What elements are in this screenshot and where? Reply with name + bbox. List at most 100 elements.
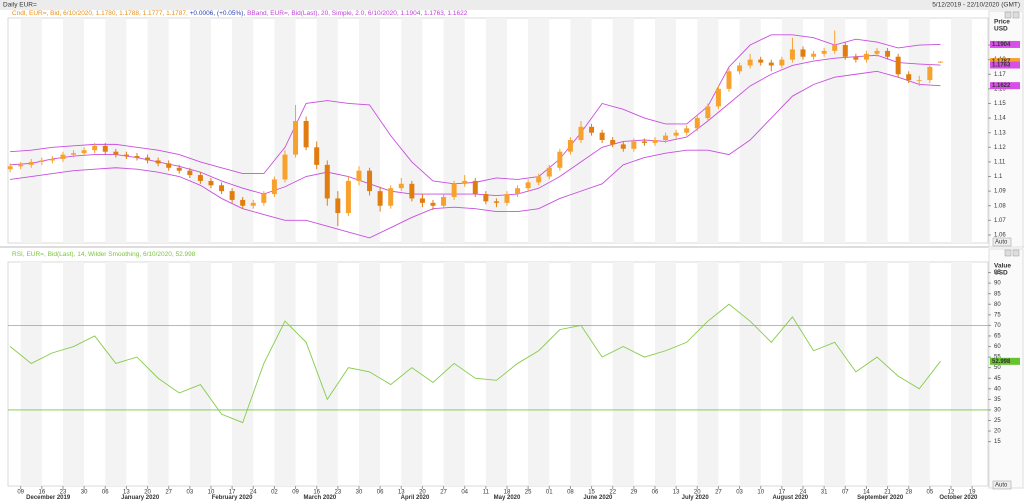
axis-title: USD: [994, 270, 1008, 277]
x-tick-label: 20: [419, 490, 426, 496]
pane-button[interactable]: [1012, 11, 1020, 19]
y-tick-label: 70: [994, 323, 1001, 329]
candle-body: [483, 194, 489, 202]
candle-body: [863, 53, 869, 60]
week-band: [866, 262, 888, 486]
week-band: [62, 262, 85, 486]
series-line: [9, 303, 941, 424]
y-tick-label: 1.12: [994, 145, 1006, 151]
x-tick-label: 03: [736, 490, 743, 496]
y-tick-label: 30: [994, 408, 1001, 414]
week-band: [316, 18, 338, 243]
candle-body: [145, 157, 151, 161]
week-band: [485, 262, 507, 486]
x-tick-label: 30: [356, 490, 363, 496]
week-band: [485, 18, 507, 243]
candle-body: [166, 163, 172, 168]
x-tick-label: 21: [884, 490, 891, 496]
price-axis-area: [988, 10, 1024, 248]
candle-body: [895, 56, 901, 75]
candle-body: [409, 183, 415, 199]
week-band: [824, 262, 846, 486]
scale-mode: Auto: [995, 483, 1008, 489]
x-tick-label: 25: [525, 490, 532, 496]
candle-body: [451, 183, 457, 197]
candle-body: [60, 154, 66, 159]
candle-body: [546, 167, 552, 177]
candle-body: [937, 61, 943, 63]
price-tag: [990, 357, 1020, 365]
candle-body: [155, 160, 161, 164]
y-tick-label: 1.11: [994, 159, 1006, 165]
month-label: December 2019: [26, 495, 71, 501]
y-tick-label: 65: [994, 334, 1001, 340]
candle-body: [906, 74, 912, 81]
candle-body: [536, 176, 542, 183]
scale-mode: Auto: [995, 240, 1008, 246]
week-band: [824, 18, 846, 243]
week-band: [147, 262, 169, 486]
price-tag: [990, 40, 1020, 48]
x-tick-label: 28: [905, 490, 912, 496]
week-band: [401, 262, 423, 486]
week-band: [358, 18, 381, 243]
candle-body: [367, 170, 373, 192]
x-tick-label: 09: [17, 490, 24, 496]
pane-button[interactable]: [1004, 11, 1012, 19]
candle-body: [356, 170, 362, 181]
candle-body: [39, 160, 45, 162]
candle-body: [377, 191, 383, 206]
week-band: [62, 18, 85, 243]
series-line: [10, 70, 941, 239]
candle-body: [610, 139, 616, 145]
legend-text: Cndl, EUR=, Bid, 6/10/2020, 1.1780, 1.17…: [12, 10, 188, 17]
candle-body: [821, 50, 827, 54]
y-tick-label: 1.14: [994, 116, 1006, 122]
week-band: [358, 262, 381, 486]
candle-body: [832, 45, 838, 51]
month-label: January 2020: [121, 495, 160, 501]
x-tick-label: 20: [694, 490, 701, 496]
candle-body: [208, 180, 214, 186]
rsi-axis-area: [988, 248, 1024, 489]
y-tick-label: 80: [994, 302, 1001, 308]
week-band: [950, 18, 973, 243]
candle-body: [28, 161, 34, 165]
x-tick-label: 27: [440, 490, 447, 496]
candle-body: [250, 202, 256, 206]
candle-body: [282, 154, 288, 180]
week-band: [189, 18, 211, 243]
candle-body: [49, 158, 55, 161]
candle-body: [261, 194, 267, 203]
month-label: February 2020: [212, 495, 253, 501]
x-tick-label: 30: [81, 490, 88, 496]
scale-button: [992, 480, 1012, 490]
week-band: [739, 18, 761, 243]
candle-body: [737, 65, 743, 72]
y-tick-label: 85: [994, 291, 1001, 297]
x-tick-label: 05: [927, 490, 934, 496]
x-tick-label: 09: [292, 490, 299, 496]
pane-button[interactable]: [1012, 249, 1020, 257]
y-tick-label: 90: [994, 281, 1001, 287]
week-band: [147, 18, 169, 243]
candle-body: [663, 135, 669, 140]
y-tick-label: 1.1: [994, 174, 1003, 180]
x-tick-label: 01: [546, 490, 553, 496]
candle-body: [620, 144, 626, 149]
pane-button[interactable]: [1004, 249, 1012, 257]
month-label: September 2020: [857, 495, 904, 501]
x-tick-label: 16: [313, 490, 320, 496]
x-tick-label: 11: [483, 490, 490, 496]
candle-body: [641, 141, 647, 143]
candle-body: [7, 166, 13, 170]
y-tick-label: 40: [994, 386, 1001, 392]
chart-title: Daily EUR=: [3, 2, 37, 9]
x-tick-label: 07: [842, 490, 849, 496]
candle-body: [187, 170, 193, 176]
x-tick-label: 20: [144, 490, 151, 496]
week-band: [528, 18, 550, 243]
week-band: [316, 262, 338, 486]
scale-button: [992, 237, 1012, 247]
candle-body: [515, 188, 521, 195]
